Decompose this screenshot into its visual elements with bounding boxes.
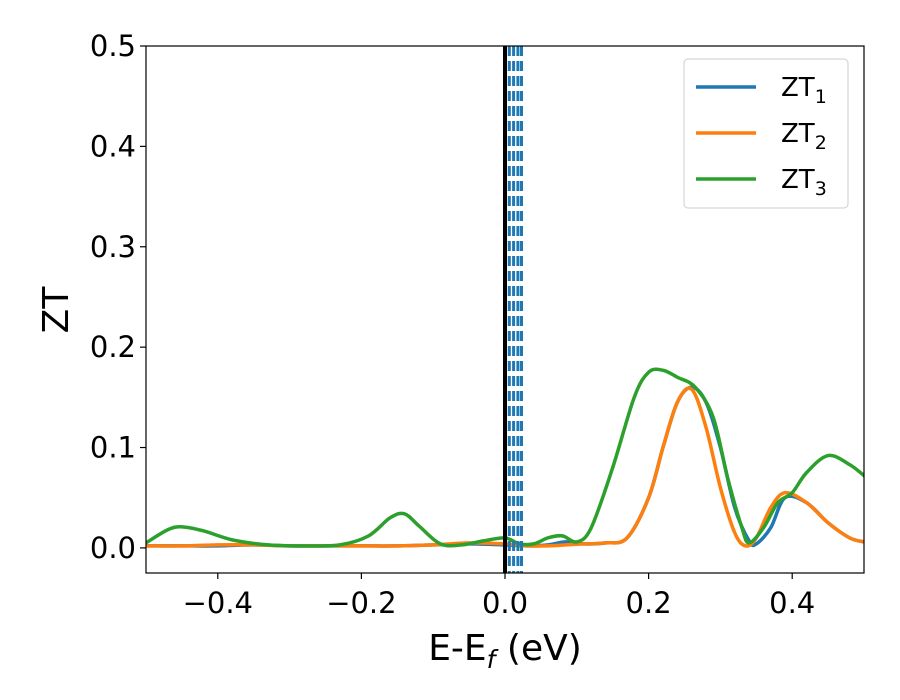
- legend-label-zt3: ZT3: [781, 165, 827, 200]
- x-axis-label: E-Ef (eV): [428, 628, 582, 674]
- legend-label-zt2: ZT2: [781, 119, 827, 154]
- y-tick-label: 0.2: [90, 330, 136, 364]
- x-tick-label: 0.2: [626, 586, 672, 620]
- series-layer: [146, 367, 864, 548]
- y-tick-label: 0.1: [90, 431, 136, 465]
- y-axis-label: ZT: [36, 286, 77, 334]
- x-axis-ticks: −0.4 −0.2 0.0 0.2 0.4: [183, 573, 815, 620]
- x-tick-label: 0.0: [482, 586, 528, 620]
- series-line-zt3: [146, 367, 864, 548]
- y-axis-ticks: 0.0 0.1 0.2 0.3 0.4 0.5: [90, 29, 146, 565]
- y-tick-label: 0.5: [90, 29, 136, 63]
- x-tick-label: −0.4: [183, 586, 253, 620]
- legend-label-zt1: ZT1: [781, 73, 827, 108]
- y-tick-label: 0.0: [90, 531, 136, 565]
- y-tick-label: 0.3: [90, 230, 136, 264]
- legend: ZT1 ZT2 ZT3: [683, 58, 849, 209]
- legend-box: [683, 58, 849, 209]
- x-tick-label: −0.2: [326, 586, 396, 620]
- x-tick-label: 0.4: [769, 586, 815, 620]
- vertical-lines: [503, 46, 524, 573]
- y-tick-label: 0.4: [90, 129, 136, 163]
